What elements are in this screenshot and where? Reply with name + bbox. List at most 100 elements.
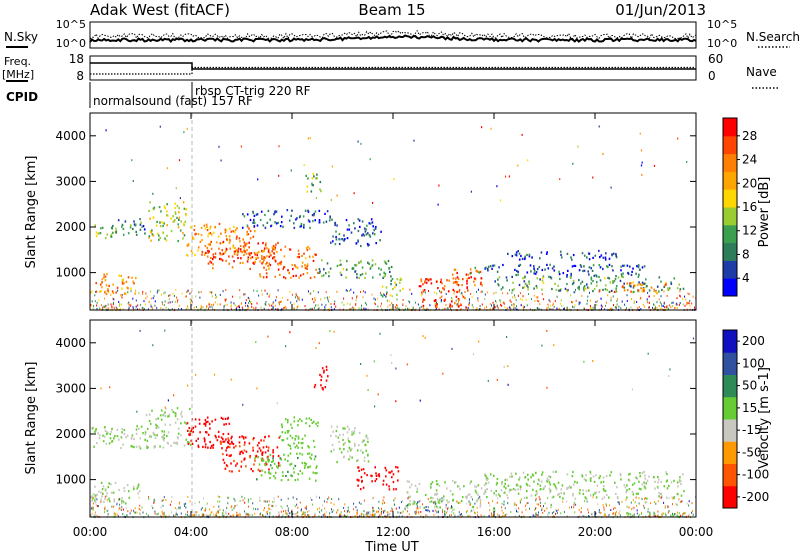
scatter-pixel [312,255,314,258]
scatter-pixel [92,508,94,511]
scatter-pixel [589,470,592,473]
scatter-pixel [446,307,448,310]
scatter-pixel [133,220,135,223]
scatter-pixel [382,483,385,486]
scatter-pixel [391,476,393,479]
scatter-pixel [163,499,164,502]
scatter-pixel [243,241,246,244]
scatter-pixel [447,507,449,510]
scatter-pixel [113,307,115,310]
scatter-pixel [233,225,235,228]
scatter-pixel [326,210,329,213]
scatter-pixel [272,449,274,452]
scatter-pixel [650,502,651,505]
scatter-pixel [122,508,124,511]
scatter-pixel [368,243,370,246]
scatter-pixel [129,226,132,229]
scatter-pixel [236,235,238,238]
scatter-pixel [416,490,418,493]
scatter-pixel [247,258,249,261]
scatter-pixel [679,480,682,483]
scatter-pixel [634,284,637,287]
scatter-pixel [105,290,107,293]
scatter-pixel [309,308,311,310]
scatter-pixel [345,268,348,271]
scatter-pixel [271,308,273,311]
scatter-pixel [313,386,316,389]
scatter-pixel [234,499,236,502]
scatter-pixel [470,510,472,513]
scatter-pixel [638,281,640,284]
scatter-pixel [531,298,532,301]
scatter-pixel [342,433,344,436]
scatter-pixel [154,512,156,515]
scatter-pixel [392,509,393,512]
scatter-pixel [218,247,220,250]
scatter-pixel [335,230,337,233]
scatter-pixel [386,291,388,294]
scatter-pixel [280,260,283,263]
velocity-colorbar-label: Velocity [m s-1] [757,367,772,469]
scatter-pixel [426,515,428,518]
scatter-pixel [128,308,130,310]
scatter-pixel [253,463,255,466]
scatter-pixel [592,493,595,496]
scatter-pixel [569,506,570,509]
scatter-pixel [133,488,135,491]
scatter-pixel [633,300,635,303]
scatter-pixel [177,299,179,302]
scatter-pixel [272,248,274,251]
scatter-pixel [354,307,356,310]
scatter-pixel [549,300,551,303]
scatter-pixel [277,289,279,292]
scatter-pixel [107,308,109,311]
scatter-pixel [425,506,427,508]
scatter-pixel [203,253,206,256]
scatter-pixel [123,489,126,493]
scatter-pixel [637,283,639,286]
scatter-pixel [219,253,222,256]
scatter-pixel [109,437,112,440]
scatter-pixel [240,460,243,463]
scatter-pixel [493,292,495,295]
scatter-pixel [230,437,232,440]
scatter-pixel [543,505,544,508]
scatter-pixel [330,425,333,428]
scatter-pixel [539,501,541,504]
scatter-pixel [506,513,508,516]
scatter-pixel [106,233,109,236]
scatter-pixel [320,379,322,382]
scatter-pixel [566,486,569,490]
scatter-pixel [515,503,517,506]
scatter-pixel [220,436,223,439]
scatter-pixel [460,513,462,515]
scatter-pixel [241,226,244,229]
scatter-pixel [142,306,144,309]
scatter-pixel [419,285,422,288]
scatter-pixel [121,296,123,299]
scatter-pixel [443,299,445,302]
scatter-pixel [205,431,207,434]
scatter-pixel [373,509,375,512]
scatter-pixel [349,449,352,452]
scatter-pixel [219,508,221,511]
scatter-pixel [589,307,591,310]
scatter-pixel [666,473,668,476]
scatter-pixel [618,501,620,504]
scatter-pixel [358,219,361,222]
scatter-pixel [225,438,227,441]
scatter-pixel [583,265,585,268]
scatter-pixel [121,225,123,228]
scatter-pixel [309,276,312,280]
scatter-pixel [621,500,623,503]
scatter-pixel [273,256,276,259]
scatter-pixel [595,496,598,499]
scatter-pixel [215,512,217,515]
scatter-pixel [519,263,522,266]
scatter-pixel [139,447,142,450]
scatter-pixel [180,422,182,425]
scatter-pixel [659,496,662,499]
scatter-pixel [476,270,478,273]
scatter-pixel [297,424,299,427]
nsky-tick-top-left: 10^5 [56,18,86,31]
